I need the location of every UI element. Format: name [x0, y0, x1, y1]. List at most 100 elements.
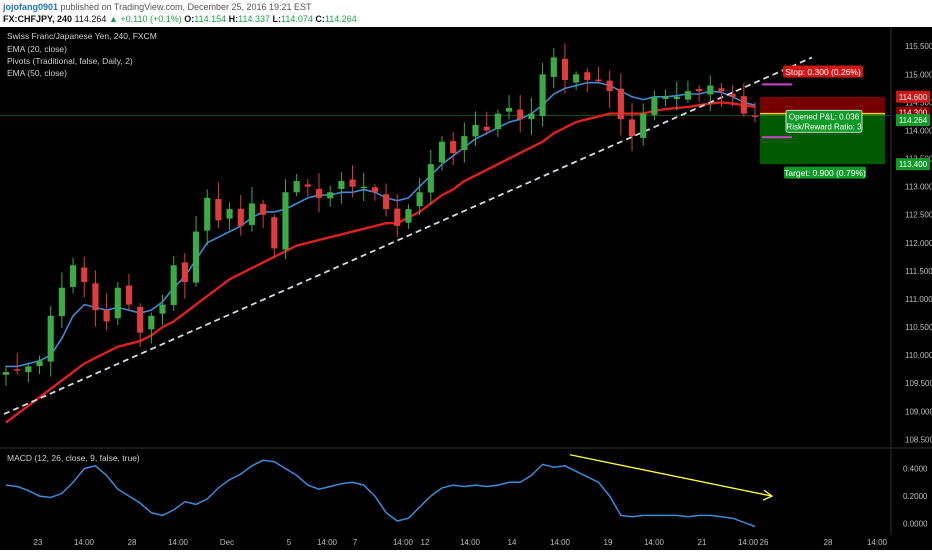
chart-area[interactable]: Stop: 0.300 (0.26%) Target: 0.900 (0.79%)…	[0, 27, 932, 550]
risk-reward-text: Risk/Reward Ratio: 3	[786, 122, 862, 131]
candle-body	[2, 371, 10, 375]
candle-body	[617, 88, 624, 120]
price-tick-label: 114.000	[905, 126, 932, 135]
publish-info: jojofang0901 published on TradingView.co…	[3, 2, 312, 12]
target-label: Target: 0.900 (0.79%)	[784, 166, 866, 179]
candle-body	[81, 267, 88, 283]
candle-body	[517, 109, 524, 120]
high-label: H:	[228, 14, 239, 24]
candle-body	[718, 88, 725, 92]
time-tick-label: 5	[287, 538, 292, 547]
time-tick-label: 14:00	[550, 538, 571, 547]
candle-body	[181, 262, 188, 283]
candle-body	[595, 79, 602, 82]
price-chart[interactable]: Stop: 0.300 (0.26%) Target: 0.900 (0.79%)…	[0, 27, 932, 550]
price-tick-label: 110.000	[905, 351, 932, 360]
price-tick-label: 114.500	[905, 98, 932, 107]
candle-body	[573, 74, 580, 83]
time-tick-label: 14:00	[74, 538, 95, 547]
price-tick-label: 111.500	[905, 267, 932, 276]
author-link[interactable]: jojofang0901	[3, 2, 59, 12]
macd-line	[5, 459, 756, 528]
stop-price-tag: 114.600	[896, 90, 930, 103]
target-price-tag-bg	[896, 158, 930, 171]
candle-body	[360, 186, 367, 189]
candle-body	[561, 58, 569, 80]
divergence-arrowhead	[762, 489, 774, 501]
low-value: 114.074	[281, 14, 313, 24]
candle-body	[662, 96, 669, 99]
time-tick-label: 14:00	[168, 538, 189, 547]
candle-body	[550, 57, 557, 77]
stop-price-tag-text: 114.600	[899, 93, 928, 102]
macd-tick-label: 0.2000	[903, 492, 928, 501]
legend-ema50: EMA (50, close)	[7, 68, 67, 78]
price-tick-label: 113.000	[905, 183, 932, 192]
time-tick-label: 14:00	[644, 538, 665, 547]
last-price: 114.264	[74, 14, 107, 24]
high-value: 114.337	[238, 14, 271, 24]
candle-body	[696, 89, 703, 92]
candle-body	[684, 91, 691, 100]
symbol-label: FX:CHFJPY, 240	[3, 14, 73, 24]
target-label-text: Target: 0.900 (0.79%)	[784, 168, 866, 178]
time-tick-label: 14:00	[460, 538, 481, 547]
divergence-line	[569, 454, 773, 497]
legend-macd: MACD (12, 26, close, 9, false, true)	[7, 453, 140, 463]
time-tick-label: 14	[508, 538, 517, 547]
candle-body	[539, 74, 546, 117]
candle-body	[92, 283, 99, 311]
time-tick-label: 26	[760, 538, 769, 547]
quote-line: FX:CHFJPY, 240 114.264 ▲ +0.110 (+0.1%) …	[3, 14, 357, 24]
candle-body	[427, 164, 434, 193]
candle-body	[327, 192, 334, 199]
time-tick-label: 23	[34, 538, 43, 547]
candle-body	[125, 285, 133, 305]
candle-body	[282, 192, 289, 250]
candle-body	[438, 141, 446, 163]
candle-body	[215, 199, 222, 221]
candle-body	[315, 188, 323, 198]
time-tick-label: 19	[604, 538, 613, 547]
candle-body	[494, 113, 501, 130]
stop-zone	[760, 96, 885, 114]
candle-body	[673, 96, 680, 100]
candle-body	[237, 208, 244, 226]
candle-body	[25, 366, 32, 373]
stop-label: Stop: 0.300 (0.26%)	[783, 65, 863, 78]
macd-tick-label: 0.0000	[903, 520, 928, 529]
candle-body	[383, 194, 390, 210]
ema50-line	[5, 101, 756, 424]
price-tick-label: 115.500	[905, 42, 932, 51]
price-tick-label: 109.500	[905, 379, 932, 388]
candle-body	[192, 231, 200, 283]
candle-body	[751, 115, 759, 117]
macd-tick-label: 0.4000	[903, 465, 928, 474]
price-tick-label: 109.000	[905, 407, 932, 416]
close-value: 114.264	[324, 14, 357, 24]
publish-text: published on TradingView.com, December 2…	[60, 2, 312, 12]
time-tick-label: Dec	[220, 538, 234, 547]
candle-body	[628, 119, 636, 137]
time-tick-label: 28	[128, 538, 137, 547]
legend-pivots: Pivots (Traditional, false, Daily, 2)	[7, 56, 133, 66]
candle-body	[450, 141, 457, 153]
current-price-tag-text: 114.264	[899, 116, 928, 125]
legend-ema20: EMA (20, close)	[7, 44, 67, 54]
trendline	[3, 56, 813, 415]
time-tick-label: 12	[421, 538, 430, 547]
candle-body	[58, 287, 65, 317]
candle-body	[170, 265, 177, 305]
candle-body	[148, 315, 155, 330]
candle-body	[271, 217, 278, 249]
candle-body	[47, 315, 54, 362]
pnl-box-bg	[785, 109, 863, 133]
candle-body	[293, 181, 300, 193]
entry-price-tag-text: 114.300	[899, 109, 928, 118]
candle-body	[137, 306, 144, 333]
legend-title: Swiss Franc/Japanese Yen, 240, FXCM	[7, 31, 157, 41]
candle-body	[70, 265, 77, 287]
candle-body	[394, 208, 401, 226]
price-tick-label: 111.000	[905, 295, 932, 304]
candle-body	[226, 209, 233, 219]
